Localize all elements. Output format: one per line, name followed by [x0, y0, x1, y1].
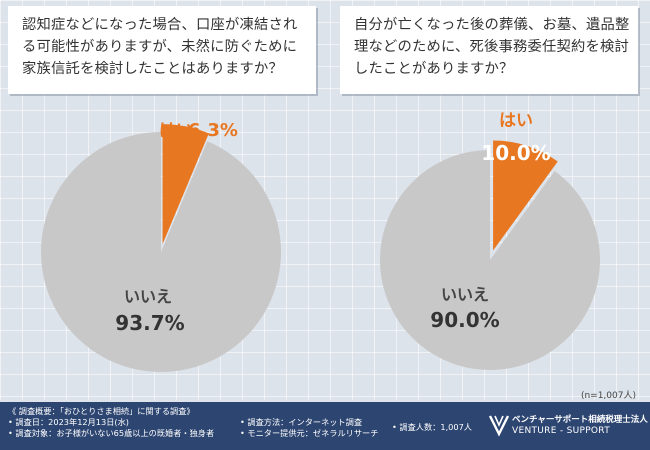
sample-size-note: (n=1,007人): [580, 391, 636, 401]
pie-chart-right: はい 10.0% いいえ 90.0%: [379, 111, 600, 371]
footer-bar: 《 調査概要：「おひとりさま相続」に関する調査》 • 調査日：2023年12月1…: [0, 402, 650, 450]
pie-chart-left: はい6.3% いいえ 93.7%: [41, 120, 282, 372]
question-box-left: 認知症などになった場合、口座が凍結される可能性がありますが、未然に防ぐために家族…: [8, 6, 316, 94]
brand-logo-icon: [488, 415, 510, 437]
survey-date: • 調査日：2023年12月13日(水): [8, 417, 129, 427]
brand-logo-block: ベンチャーサポート相続税理士法人 VENTURE - SUPPORT: [488, 410, 648, 444]
pie-slice-no: [379, 150, 600, 371]
question-text-left: 認知症などになった場合、口座が凍結される可能性がありますが、未然に防ぐために家族…: [22, 17, 298, 77]
slice-value-no: 90.0%: [430, 308, 499, 332]
slice-value-yes: 10.0%: [481, 141, 550, 165]
pie-slice-yes: [162, 124, 209, 245]
survey-method: • 調査方法：インターネット調査: [240, 417, 363, 427]
slice-label-no: いいえ: [441, 285, 489, 304]
survey-target: • 調査対象：お子様がいない65歳以上の既婚者・独身者: [8, 428, 215, 438]
question-text-right: 自分が亡くなった後の葬儀、お墓、遺品整理などのために、死後事務委任契約を検討した…: [354, 17, 630, 77]
pie-slice-no: [41, 132, 282, 372]
monitor-provider: • モニター提供元：ゼネラルリサーチ: [240, 428, 379, 438]
slice-value-yes: 6.3%: [188, 120, 238, 141]
slice-label-no: いいえ: [124, 287, 172, 306]
survey-overview: 《 調査概要：「おひとりさま相続」に関する調査》: [8, 406, 195, 416]
slice-label-yes: はい: [159, 121, 193, 141]
question-box-right: 自分が亡くなった後の葬儀、お墓、遺品整理などのために、死後事務委任契約を検討した…: [340, 6, 638, 94]
pie-slice-yes: [493, 140, 558, 251]
brand-name-jp: ベンチャーサポート相続税理士法人: [512, 415, 648, 425]
slice-value-no: 93.7%: [115, 311, 184, 335]
slice-label-yes: はい: [499, 111, 533, 131]
respondents-count: • 調査人数：1,007人: [392, 422, 472, 432]
brand-name-en: VENTURE - SUPPORT: [512, 426, 611, 436]
